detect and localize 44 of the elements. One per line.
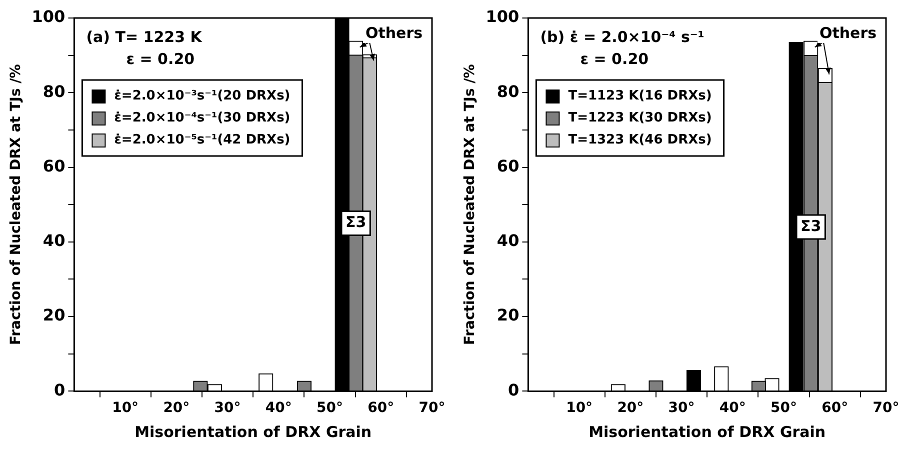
legend-label: T=1123 K(16 DRXs) xyxy=(568,88,712,104)
text: (b) ε̇ = 2.0×10⁻⁴ s⁻¹ xyxy=(540,28,704,46)
y-tick-label: 0 xyxy=(54,380,66,400)
annotation: Others xyxy=(365,24,423,42)
x-axis-title: Misorientation of DRX Grain xyxy=(134,422,372,441)
y-tick-label: 80 xyxy=(42,82,66,101)
legend-label: ε̇=2.0×10⁻³s⁻¹(20 DRXs) xyxy=(114,88,290,104)
x-tick-label: 20° xyxy=(163,400,190,416)
legend-label: ε̇=2.0×10⁻⁵s⁻¹(42 DRXs) xyxy=(114,132,290,148)
y-tick-label: 60 xyxy=(496,156,520,176)
text: ε = 0.20 xyxy=(126,50,195,68)
x-tick-label: 60° xyxy=(368,400,394,416)
annotation: Σ3 xyxy=(345,213,366,232)
legend-label: T=1323 K(46 DRXs) xyxy=(568,132,712,148)
annotation: Others xyxy=(819,24,877,42)
y-tick-label: 40 xyxy=(496,231,520,250)
text: (a) T= 1223 K xyxy=(86,28,204,46)
y-tick-label: 20 xyxy=(42,306,66,325)
y-axis-title: Fraction of Nucleated DRX at TJs /% xyxy=(8,64,24,346)
x-tick-label: 40° xyxy=(719,400,746,416)
x-tick-label: 70° xyxy=(418,400,446,416)
annotation: Σ3 xyxy=(800,216,822,235)
y-tick-label: 40 xyxy=(42,231,66,250)
x-tick-label: 50° xyxy=(770,400,798,416)
x-tick-label: 10° xyxy=(566,400,593,416)
x-tick-label: 30° xyxy=(214,400,241,416)
text: ε = 0.20 xyxy=(580,50,649,68)
legend-label: T=1223 K(30 DRXs) xyxy=(568,110,712,126)
y-tick-label: 0 xyxy=(508,380,520,400)
x-tick-label: 10° xyxy=(112,400,139,416)
x-tick-label: 20° xyxy=(617,400,644,416)
legend-label: ε̇=2.0×10⁻⁴s⁻¹(30 DRXs) xyxy=(114,110,290,126)
y-axis-title: Fraction of Nucleated DRX at TJs /% xyxy=(462,64,478,346)
y-tick-label: 60 xyxy=(42,156,66,176)
x-axis-title: Misorientation of DRX Grain xyxy=(588,422,826,441)
x-tick-label: 60° xyxy=(822,400,848,416)
y-tick-label: 100 xyxy=(486,7,520,26)
y-tick-label: 20 xyxy=(496,306,520,325)
x-tick-label: 30° xyxy=(668,400,695,416)
x-tick-label: 50° xyxy=(316,400,344,416)
x-tick-label: 70° xyxy=(872,400,900,416)
y-tick-label: 100 xyxy=(32,7,66,26)
y-tick-label: 80 xyxy=(496,82,520,101)
x-tick-label: 40° xyxy=(265,400,292,416)
